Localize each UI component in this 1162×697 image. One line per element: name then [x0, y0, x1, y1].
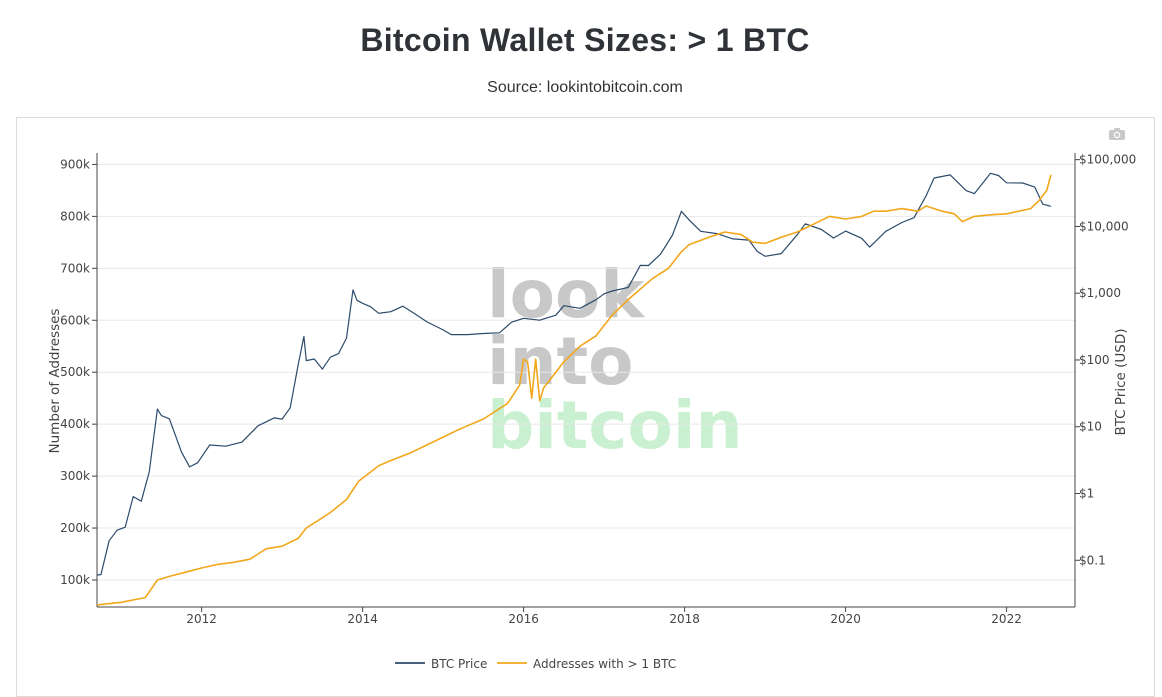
y-tick-label: 200k	[60, 521, 90, 535]
chart-title: Bitcoin Wallet Sizes: > 1 BTC	[360, 22, 810, 58]
watermark-look: look	[487, 256, 646, 333]
x-tick-label: 2016	[508, 612, 539, 626]
btc-price-line	[96, 172, 1052, 576]
legend-item-btc-price[interactable]: BTC Price	[395, 657, 487, 671]
y-tick-label: 700k	[60, 261, 90, 275]
y-tick-label: 300k	[60, 469, 90, 483]
y2-tick-label: $10	[1079, 420, 1102, 434]
y-axis-title: Number of Addresses	[47, 309, 63, 454]
series-layer	[96, 172, 1052, 606]
legend-item-addresses[interactable]: Addresses with > 1 BTC	[497, 657, 676, 671]
y2-tick-label: $100,000	[1079, 153, 1136, 167]
y2-tick-label: $10,000	[1079, 219, 1129, 233]
watermark-bitcoin: bitcoin	[487, 387, 743, 464]
camera-icon[interactable]	[1108, 127, 1126, 141]
grid-lines	[97, 163, 1075, 581]
y-tick-label: 100k	[60, 573, 90, 587]
y2-tick-label: $0.1	[1079, 553, 1106, 567]
axes: 100k 200k 300k 400k 500k 600k 700k 800k 900k $0.1…	[47, 153, 1136, 626]
watermark-into: into	[487, 323, 634, 400]
y2-tick-label: $1	[1079, 487, 1094, 501]
chart-subtitle: Source: lookintobitcoin.com	[487, 79, 683, 96]
y2-tick-label: $1,000	[1079, 286, 1121, 300]
y-tick-label: 800k	[60, 209, 90, 223]
x-tick-label: 2022	[991, 612, 1022, 626]
y2-tick-label: $100	[1079, 353, 1110, 367]
x-tick-label: 2014	[347, 612, 378, 626]
legend-label: BTC Price	[431, 657, 487, 671]
legend-label: Addresses with > 1 BTC	[533, 657, 676, 671]
y-tick-label: 900k	[60, 157, 90, 171]
legend: BTC Price Addresses with > 1 BTC	[395, 657, 676, 671]
addresses-line	[96, 174, 1052, 606]
chart-svg: look into bitcoin 100k 200k 300k 400k 500k 60…	[47, 153, 1136, 671]
x-tick-label: 2020	[830, 612, 861, 626]
y-tick-label: 400k	[60, 417, 90, 431]
y2-axis-title: BTC Price (USD)	[1113, 328, 1129, 435]
y-tick-label: 600k	[60, 313, 90, 327]
x-tick-label: 2012	[186, 612, 217, 626]
y-tick-label: 500k	[60, 365, 90, 379]
x-tick-label: 2018	[669, 612, 700, 626]
